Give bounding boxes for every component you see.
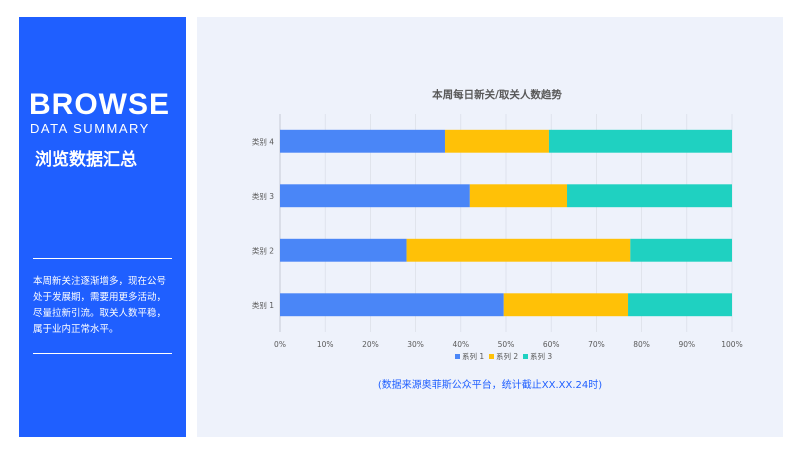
source-note: (数据来源奥菲斯公众平台，统计截止XX.XX.24时) [377,380,603,391]
bar-segment [280,129,445,153]
chart-legend: 系列 1 系列 2 系列 3 [455,351,552,361]
category-label: 类别 3 [252,191,274,201]
chart-category-labels: 类别 1 类别 2 类别 3 类别 4 [252,136,274,310]
sidebar-divider-bottom [33,353,172,354]
bar-segment [444,129,549,153]
category-label: 类别 1 [252,300,274,310]
legend-swatch [455,354,460,359]
x-tick-label: 60% [543,340,560,349]
x-tick-label: 70% [588,340,605,349]
legend-swatch [523,354,528,359]
x-tick-label: 90% [678,340,695,349]
legend-label: 系列 3 [530,351,552,361]
chart-x-tick-labels: 0% 10% 20% 30% 40% 50% 60% 70% 80% 90% 100% [274,340,743,349]
sidebar-panel: BROWSE DATA SUMMARY 浏览数据汇总 本周新关注逐渐增多，现在公… [19,17,186,437]
bar-segment [630,238,732,262]
sidebar-heading: BROWSE [29,88,170,121]
x-tick-label: 50% [498,340,515,349]
legend-label: 系列 2 [496,351,518,361]
category-label: 类别 2 [252,245,274,255]
sidebar-description: 本周新关注逐渐增多，现在公号处于发展期，需要用更多活动，尽量拉新引流。取关人数平… [33,276,167,335]
bar-segment [503,293,629,317]
chart-bars [280,129,732,317]
bar-segment [628,293,732,317]
sidebar-divider-top [33,258,172,259]
x-tick-label: 30% [407,340,424,349]
bar-segment [548,129,732,153]
sidebar-subheading: DATA SUMMARY [30,121,150,136]
x-tick-label: 0% [274,340,286,349]
x-tick-label: 20% [362,340,379,349]
x-tick-label: 100% [721,340,742,349]
stacked-bar-chart: 本周每日新关/取关人数趋势 类别 1 类别 2 类别 3 类别 4 0% 10% 20% 3… [252,88,743,361]
chart-title: 本周每日新关/取关人数趋势 [432,88,562,101]
bar-segment [567,184,732,208]
x-tick-label: 40% [452,340,469,349]
legend-label: 系列 1 [462,351,484,361]
bar-segment [280,238,407,262]
sidebar-title: 浏览数据汇总 [35,150,137,170]
legend-swatch [489,354,494,359]
x-tick-label: 10% [317,340,334,349]
bar-segment [280,293,504,317]
category-label: 类别 4 [252,136,274,146]
chart-panel: 本周每日新关/取关人数趋势 类别 1 类别 2 类别 3 类别 4 0% 10% 20% 3… [197,17,783,437]
bar-segment [406,238,631,262]
bar-segment [469,184,568,208]
x-tick-label: 80% [633,340,650,349]
bar-segment [280,184,470,208]
